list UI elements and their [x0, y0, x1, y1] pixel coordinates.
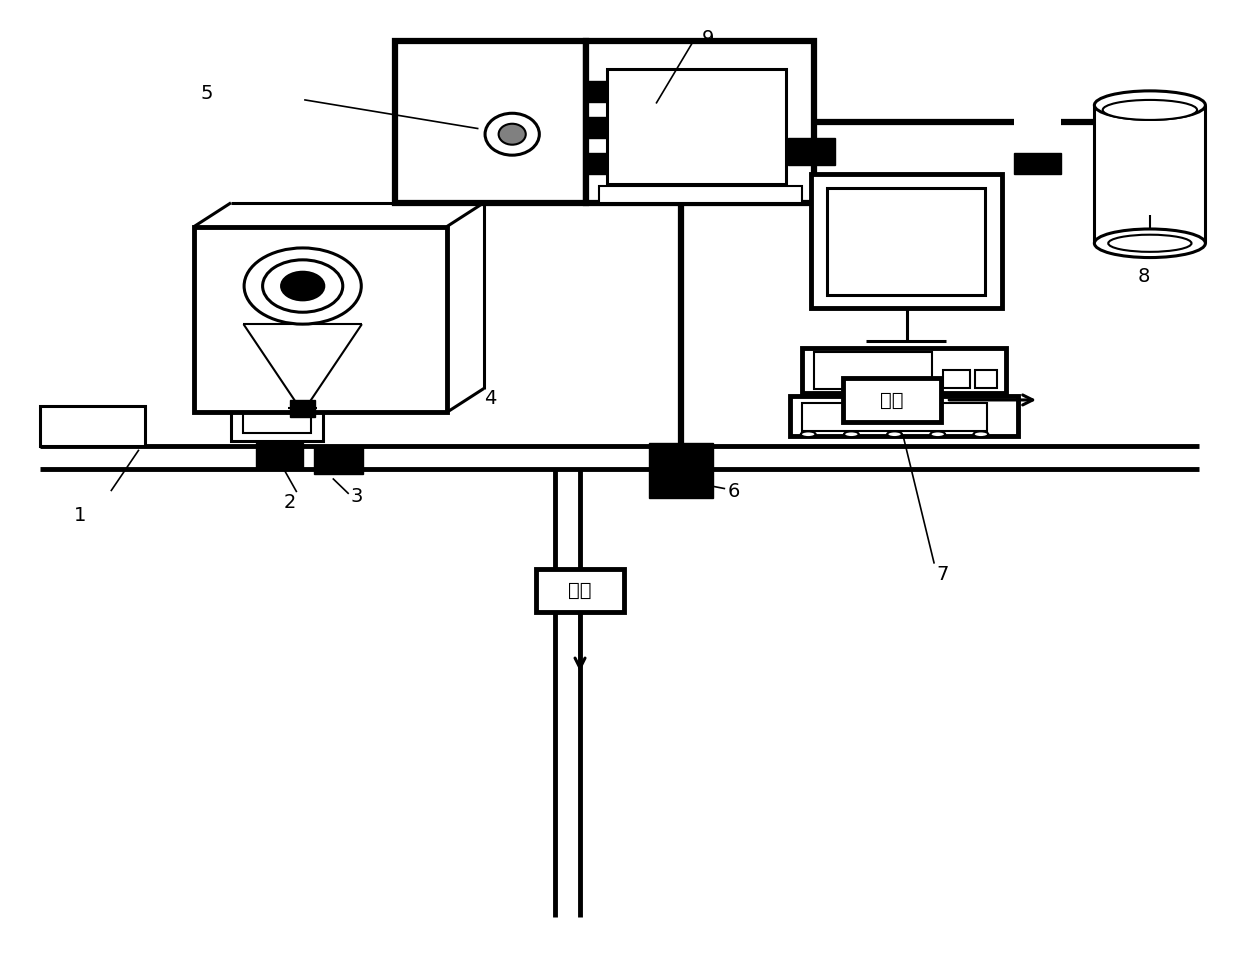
- Bar: [586, 80, 607, 102]
- Ellipse shape: [263, 260, 343, 312]
- Bar: [195, 227, 447, 412]
- Bar: [230, 389, 323, 441]
- Bar: [313, 445, 363, 474]
- Bar: [810, 174, 1002, 308]
- Ellipse shape: [1094, 229, 1206, 258]
- Ellipse shape: [844, 431, 859, 437]
- Text: 4: 4: [483, 389, 496, 407]
- Bar: [607, 69, 786, 184]
- Bar: [943, 371, 970, 388]
- Text: 1: 1: [74, 506, 87, 525]
- Ellipse shape: [930, 431, 945, 437]
- Bar: [649, 443, 714, 498]
- Ellipse shape: [1103, 100, 1197, 120]
- Bar: [802, 402, 987, 431]
- Text: 8: 8: [1137, 267, 1150, 286]
- Bar: [1015, 153, 1061, 174]
- Bar: [586, 41, 814, 203]
- Bar: [499, 105, 586, 148]
- Bar: [826, 188, 985, 295]
- Bar: [975, 371, 997, 388]
- Circle shape: [498, 124, 525, 145]
- Bar: [255, 443, 302, 469]
- Bar: [586, 117, 607, 138]
- Text: 次品: 次品: [569, 581, 592, 600]
- Circle shape: [484, 113, 539, 155]
- Bar: [814, 353, 932, 389]
- Bar: [478, 103, 589, 160]
- Text: 5: 5: [201, 83, 213, 103]
- Bar: [40, 405, 145, 445]
- Ellipse shape: [800, 431, 815, 437]
- Ellipse shape: [1108, 235, 1192, 252]
- Ellipse shape: [281, 272, 325, 300]
- Bar: [802, 348, 1006, 394]
- Text: 9: 9: [703, 29, 715, 48]
- Text: 2: 2: [284, 493, 296, 513]
- Bar: [789, 397, 1018, 436]
- Bar: [598, 186, 802, 203]
- Text: 正品: 正品: [881, 391, 903, 409]
- Bar: [535, 568, 624, 612]
- Ellipse shape: [244, 248, 362, 324]
- Bar: [290, 399, 315, 417]
- Ellipse shape: [1094, 91, 1206, 120]
- Text: 6: 6: [729, 482, 741, 501]
- Bar: [395, 41, 586, 203]
- Bar: [243, 396, 311, 433]
- Bar: [843, 378, 942, 422]
- Ellipse shape: [887, 431, 902, 437]
- Text: 3: 3: [351, 487, 363, 506]
- Bar: [586, 153, 607, 174]
- Text: 7: 7: [937, 564, 949, 583]
- Ellipse shape: [974, 431, 989, 437]
- Bar: [788, 138, 835, 165]
